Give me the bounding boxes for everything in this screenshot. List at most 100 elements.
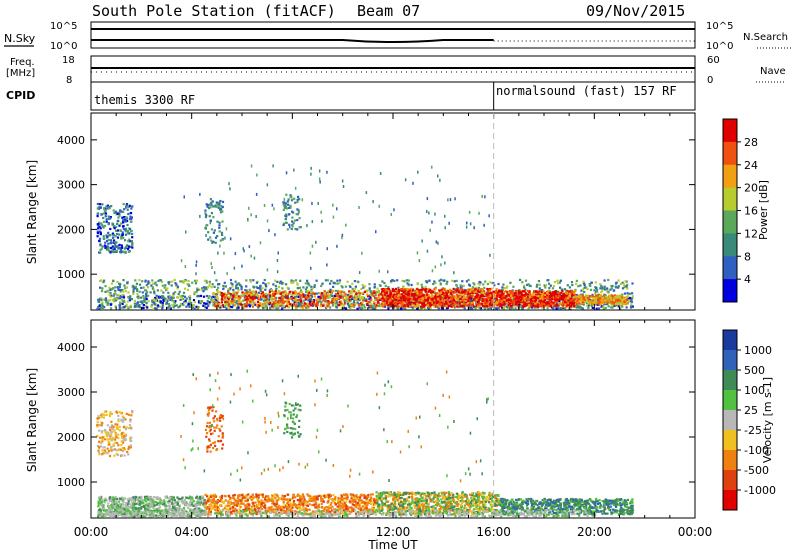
echo-cell — [224, 236, 226, 240]
echo-cell — [99, 286, 102, 289]
echo-cell — [308, 300, 312, 303]
echo-cell — [547, 289, 550, 293]
echo-cell — [158, 300, 161, 303]
echo-cell — [257, 298, 260, 301]
echo-cell — [362, 305, 365, 308]
echo-cell — [503, 300, 506, 303]
echo-cell — [120, 210, 123, 213]
echo-cell — [270, 289, 273, 292]
echo-cell — [445, 291, 448, 294]
echo-cell — [227, 298, 230, 301]
echo-cell — [564, 298, 567, 301]
echo-cell — [530, 295, 533, 298]
echo-cell — [368, 298, 371, 301]
echo-cell — [332, 297, 335, 300]
echo-cell — [584, 297, 587, 300]
echo-cell — [136, 289, 139, 292]
echo-cell — [502, 290, 505, 293]
echo-cell — [469, 305, 472, 308]
echo-cell — [587, 306, 590, 309]
echo-cell — [234, 303, 237, 306]
echo-cell — [410, 294, 413, 297]
echo-cell — [252, 279, 255, 282]
echo-cell — [617, 286, 620, 289]
echo-cell — [548, 290, 551, 293]
echo-cell — [217, 206, 220, 209]
echo-cell — [541, 292, 544, 295]
echo-cell — [554, 298, 557, 302]
echo-cell — [598, 307, 601, 310]
echo-cell — [575, 299, 578, 302]
echo-cell — [420, 302, 424, 305]
echo-cell — [554, 293, 557, 296]
echo-cell — [461, 291, 464, 294]
echo-cell — [109, 217, 112, 220]
echo-cell — [323, 293, 326, 296]
echo-cell — [210, 296, 213, 299]
echo-cell — [310, 291, 313, 294]
echo-cell — [377, 304, 380, 307]
echo-cell — [257, 306, 260, 309]
echo-cell — [97, 227, 100, 230]
echo-cell — [294, 305, 298, 308]
echo-cell — [180, 296, 184, 299]
echo-cell — [525, 295, 528, 298]
echo-cell — [309, 304, 312, 307]
echo-cell — [369, 305, 372, 308]
echo-cell — [221, 304, 224, 307]
echo-cell — [417, 303, 420, 307]
echo-cell — [286, 295, 289, 298]
echo-cell — [443, 287, 446, 290]
echo-cell — [155, 294, 158, 297]
echo-cell — [462, 304, 465, 307]
echo-cell — [107, 299, 110, 302]
echo-cell — [257, 291, 261, 294]
echo-cell — [256, 304, 259, 307]
echo-cell — [549, 305, 552, 308]
echo-cell — [282, 223, 285, 227]
echo-cell — [98, 307, 101, 310]
echo-cell — [466, 289, 470, 292]
echo-cell — [623, 300, 626, 303]
echo-cell — [172, 296, 175, 299]
freq-tick-bottom: 8 — [66, 75, 72, 86]
power-ylabel: Slant Range [km] — [25, 160, 39, 264]
echo-cell — [495, 300, 498, 303]
echo-cell — [253, 301, 256, 304]
echo-cell — [107, 215, 110, 218]
echo-cell — [208, 282, 211, 285]
echo-cell — [552, 307, 555, 310]
echo-cell — [472, 298, 475, 302]
echo-cell — [610, 294, 614, 297]
echo-cell — [574, 296, 577, 299]
echo-cell — [270, 294, 273, 297]
echo-cell — [556, 282, 560, 285]
echo-cell — [139, 300, 142, 303]
echo-cell — [486, 288, 489, 291]
echo-cell — [145, 289, 148, 292]
echo-cell — [536, 291, 539, 294]
echo-cell — [289, 195, 292, 199]
echo-cell — [181, 294, 184, 298]
echo-cell — [600, 294, 603, 297]
echo-cell — [559, 296, 562, 299]
echo-cell — [264, 300, 267, 303]
echo-cell — [209, 236, 212, 239]
echo-cell — [505, 299, 508, 302]
echo-cell — [322, 299, 325, 302]
echo-cell — [112, 251, 115, 254]
echo-cell — [418, 259, 421, 263]
power-cells — [96, 164, 634, 310]
echo-cell — [365, 299, 368, 302]
echo-cell — [550, 292, 553, 295]
echo-cell — [488, 288, 491, 291]
echo-cell — [476, 293, 479, 296]
echo-cell — [542, 304, 545, 307]
echo-cell — [535, 306, 538, 309]
echo-cell — [527, 307, 530, 310]
echo-cell — [466, 221, 468, 225]
echo-cell — [105, 218, 108, 221]
echo-cell — [288, 223, 291, 226]
echo-cell — [360, 287, 363, 291]
echo-cell — [212, 240, 215, 243]
